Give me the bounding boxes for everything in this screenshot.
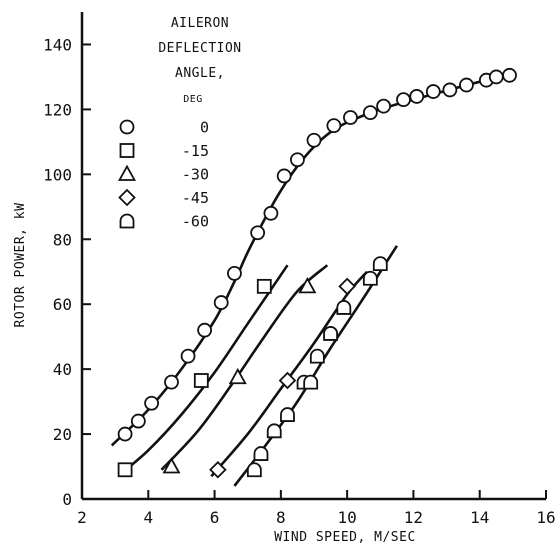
legend-label: -45 [182,189,209,207]
legend-marker-triangle [117,164,137,181]
data-point-diamond [278,371,297,390]
y-tick-label: 120 [43,100,72,119]
data-point-circle [306,132,322,148]
data-point-circle [343,110,358,125]
x-tick-label: 4 [143,508,153,527]
x-axis-label: WIND SPEED, M/SEC [274,530,416,545]
x-tick-label: 6 [210,508,220,527]
data-point-circle [409,89,425,104]
data-point-circle [213,295,229,310]
data-point-circle [144,395,160,411]
legend-label: -60 [182,213,209,231]
y-axis-label: ROTOR POWER, kW [13,203,28,328]
legend: AILERON DEFLECTION ANGLE, DEG 0 -15 -30 -45 -60 [117,16,241,231]
legend-label: 0 [200,119,209,137]
data-point-roundtop [253,446,269,461]
fit-curve-2 [160,264,329,471]
data-point-square [256,278,272,294]
y-tick-label: 60 [53,295,72,314]
data-point-circle [263,205,279,221]
data-point-circle [164,374,179,390]
x-tick-label: 2 [77,508,87,527]
data-point-roundtop [280,407,295,422]
data-point-triangle [298,276,317,294]
data-point-square [117,462,133,478]
data-point-circle [396,92,411,108]
legend-marker-diamond [118,188,136,207]
data-point-circle [362,105,378,121]
data-point-circle [250,225,266,241]
data-point-triangle [162,457,181,474]
legend-title-unit: DEG [183,94,203,105]
legend-label: -30 [182,166,209,184]
x-tick-label: 8 [276,508,286,527]
data-point-roundtop [372,256,388,272]
data-point-diamond [209,461,227,479]
legend-title-line: ANGLE, [175,66,225,81]
data-point-roundtop [309,348,325,364]
data-point-roundtop [362,270,378,286]
y-tick-label: 0 [62,490,72,509]
data-point-circle [442,82,458,98]
data-point-circle [290,152,305,168]
legend-title-line: AILERON [171,16,229,31]
legend-marker-roundtop [119,213,135,229]
data-point-circle [488,69,504,85]
y-tick-label: 40 [53,360,72,379]
data-point-triangle [228,367,247,385]
data-point-roundtop [336,300,352,315]
legend-title-line: DEFLECTION [158,41,241,56]
fit-curve-1 [120,264,289,474]
data-markers [117,67,517,479]
data-point-circle [276,168,292,184]
data-point-diamond [338,277,356,296]
data-point-roundtop [246,462,262,478]
x-tick-label: 10 [338,508,357,527]
legend-label: -15 [182,142,209,160]
data-point-circle [117,426,133,442]
data-point-circle [376,98,392,114]
data-point-circle [502,67,517,83]
x-tick-label: 14 [470,508,489,527]
legend-marker-square [119,143,135,158]
x-tick-label: 16 [536,508,555,527]
data-point-circle [326,118,342,134]
data-point-circle [459,77,474,93]
data-point-circle [227,265,242,281]
fit-curve-0 [110,74,514,447]
y-tick-label: 140 [43,35,72,54]
data-point-circle [425,84,441,99]
data-point-roundtop [266,423,282,439]
x-tick-label: 12 [404,508,423,527]
legend-marker-circle [119,119,135,135]
axes: 2 4 6 8 10 12 14 16 0 20 40 60 80 100 120 140 [43,12,556,527]
y-tick-label: 80 [53,230,72,249]
data-point-roundtop [303,374,319,390]
data-point-square [193,373,209,388]
data-point-circle [197,322,213,338]
y-tick-label: 20 [53,425,72,444]
data-point-circle [180,348,196,364]
data-point-circle [130,413,146,429]
y-tick-label: 100 [43,165,72,184]
data-point-roundtop [323,326,338,341]
